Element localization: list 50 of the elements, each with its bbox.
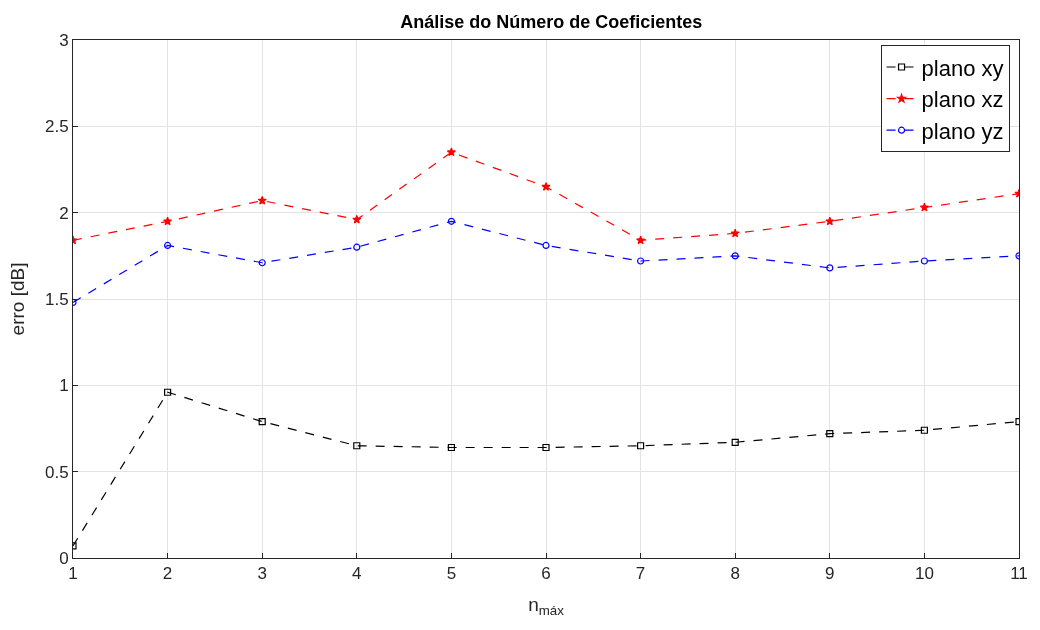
legend-label: plano xz <box>921 87 1004 113</box>
point <box>541 181 551 191</box>
point <box>257 195 267 205</box>
point <box>826 430 834 438</box>
point <box>542 443 550 452</box>
point <box>353 442 361 450</box>
point <box>447 217 455 225</box>
x-tick-label: 4 <box>352 564 362 584</box>
point <box>730 228 740 238</box>
y-tick-label: 0 <box>59 548 69 568</box>
point <box>164 388 172 396</box>
point <box>920 426 928 434</box>
point <box>352 214 362 224</box>
point <box>258 417 266 426</box>
point <box>446 147 456 157</box>
y-tick-label: 2 <box>59 203 69 223</box>
point <box>637 442 645 450</box>
point <box>826 264 834 272</box>
x-tick-label: 2 <box>162 564 173 584</box>
x-tick-label: 7 <box>635 564 646 584</box>
legend-label: plano yz <box>921 118 1004 144</box>
y-tick-label: 1 <box>59 376 69 396</box>
x-tick-label: 11 <box>1010 564 1028 584</box>
y-axis-title: erro [dB] <box>6 262 28 336</box>
point <box>731 252 739 260</box>
point <box>825 216 835 226</box>
point <box>163 216 173 226</box>
y-tick-label: 2.5 <box>44 117 69 137</box>
chart-title: Análise do Número de Coeficientes <box>400 12 703 33</box>
point <box>636 235 646 245</box>
y-tick-label: 0.5 <box>44 462 69 482</box>
x-tick-label: 10 <box>914 564 934 584</box>
x-tick-label: 5 <box>446 564 457 584</box>
x-tick-label: 3 <box>257 564 267 584</box>
point <box>637 257 645 265</box>
x-tick-label: 9 <box>825 564 835 584</box>
y-tick-label: 3 <box>59 30 69 50</box>
point <box>919 202 929 212</box>
point <box>920 257 928 265</box>
x-tick-label: 8 <box>730 564 740 584</box>
point <box>731 438 739 446</box>
x-tick-label: 6 <box>541 564 551 584</box>
legend-label: plano xy <box>921 55 1004 81</box>
point <box>542 241 550 250</box>
point <box>258 259 266 267</box>
point <box>164 241 172 250</box>
point <box>353 243 361 251</box>
point <box>447 443 455 452</box>
y-tick-label: 1.5 <box>44 289 69 309</box>
x-axis-title: n$_{máx}$ <box>528 594 565 619</box>
